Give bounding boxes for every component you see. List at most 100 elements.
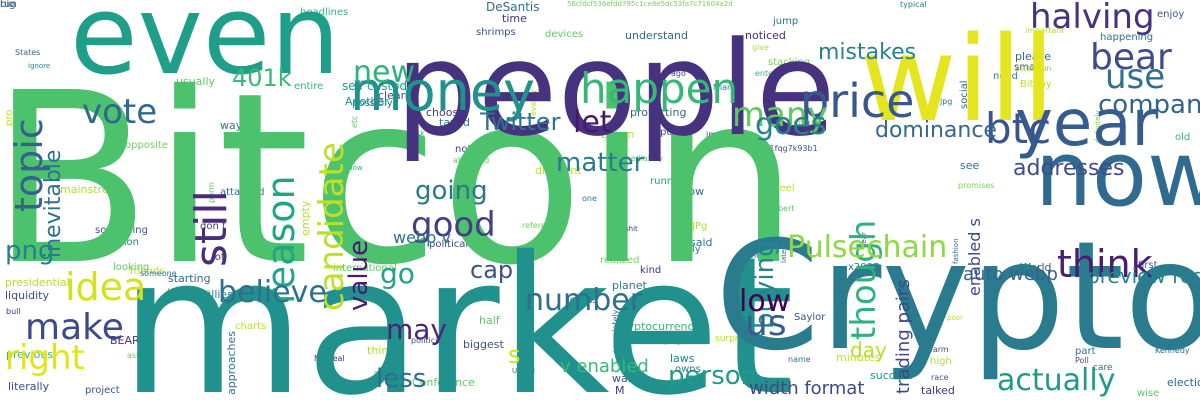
word-year: year — [1015, 87, 1158, 161]
word-farm: farm — [930, 345, 949, 354]
word-mostly: mostly — [374, 369, 398, 377]
word-enter: enter — [755, 69, 777, 78]
word-see: see — [960, 159, 980, 172]
word-owns: owns — [675, 364, 701, 375]
word-width-format: width format — [749, 378, 865, 399]
word-immensely: immensely — [706, 130, 750, 139]
word-s: s — [508, 341, 521, 369]
word-good: good — [411, 205, 496, 245]
word-feel: feel — [776, 183, 795, 194]
word-immediately: immediately — [613, 154, 663, 163]
word-twitter: Twitter — [480, 108, 561, 136]
word-said: said — [690, 236, 713, 249]
word-go: go — [380, 257, 415, 290]
word-micheal: Micheal — [314, 354, 345, 363]
word-crypto: Crypto — [715, 210, 1200, 384]
word-something: something — [95, 225, 148, 236]
word-attended: attended — [453, 156, 490, 165]
word-race: race — [931, 373, 949, 382]
word-happen: happen — [580, 64, 739, 113]
word-ron: Ron — [120, 237, 139, 248]
word-401k: 401k — [232, 64, 292, 92]
word-will: will — [860, 10, 1055, 148]
word-care: care — [1093, 363, 1113, 373]
word-cap: cap — [470, 256, 514, 284]
word-many: many — [732, 95, 828, 135]
word-politicians: politicians — [411, 336, 452, 345]
word-reference: reference — [522, 221, 561, 230]
word-value: value — [344, 239, 374, 311]
word-think: think — [1057, 242, 1153, 286]
word-actually: actually — [997, 363, 1116, 398]
word-understand: understand — [625, 29, 688, 42]
word-day: day — [850, 338, 887, 362]
word-us: us — [745, 303, 787, 344]
word-v-enabled: v enabled — [560, 356, 649, 377]
word-name: name — [788, 355, 811, 364]
word-jpg: jpg — [940, 97, 953, 106]
word-want: want — [612, 372, 640, 385]
word-poor: poor — [947, 314, 963, 322]
word-pjpg: PJPg — [686, 221, 708, 232]
word-mainstream: mainstream — [60, 183, 127, 196]
word-bear: bear — [1090, 37, 1172, 78]
word-first: first — [1138, 260, 1158, 271]
word-literally: literally — [8, 380, 50, 393]
word-follow: follow — [342, 164, 363, 172]
word-taxed: taxed — [439, 116, 470, 129]
word-typical: typical — [900, 0, 927, 9]
word-surprisingly: surprisingly — [715, 334, 768, 344]
word-person: person — [668, 361, 758, 391]
word-saylor: Saylor — [794, 312, 826, 323]
word-attention: attention — [1015, 64, 1052, 73]
word-don-t: don t — [200, 221, 226, 232]
word-big: big — [0, 0, 16, 10]
word-planet: planet — [612, 279, 647, 292]
word-kind: kind — [640, 265, 662, 276]
word-policy: policy — [672, 333, 696, 342]
word-ago: ago — [671, 69, 686, 78]
word-saying: saying — [655, 336, 682, 345]
word-project: project — [85, 385, 120, 396]
word-right: right — [5, 338, 85, 378]
word-thing: thing — [367, 344, 396, 357]
word-ignore: ignore — [28, 62, 51, 70]
word-half: half — [479, 314, 500, 327]
word-world: World — [1020, 261, 1052, 274]
word-entire: entire — [294, 81, 324, 92]
word-dominance: dominance — [875, 118, 997, 143]
word-let: let — [573, 105, 612, 140]
word-talked: talked — [921, 384, 955, 397]
word-believe: believe — [218, 275, 327, 310]
word-new: new — [353, 55, 416, 90]
word-t: t — [622, 97, 626, 108]
word-make: make — [25, 307, 124, 348]
word-charts: charts — [235, 321, 267, 332]
word-enjoy: enjoy — [1157, 9, 1185, 20]
word-one: one — [582, 194, 597, 203]
word-please: please — [1015, 50, 1052, 63]
word-number: number — [525, 283, 643, 318]
word-miami: Miami — [713, 83, 738, 92]
word-enabled-s: enabled s — [965, 218, 984, 296]
word-robert: Robert — [768, 204, 795, 213]
word-old: old — [1175, 132, 1191, 143]
word-addresses: addresses — [1013, 156, 1125, 181]
word-promises: promises — [958, 181, 995, 190]
word-protecting: protecting — [630, 106, 687, 119]
word-presidential: presidential — [5, 276, 70, 289]
word-liquidity: liquidity — [5, 289, 49, 302]
word-part: part — [1075, 346, 1096, 357]
word-ask: ask — [411, 129, 425, 138]
word-stacking: stacking — [768, 57, 811, 68]
word-rally: rally — [679, 244, 701, 255]
word-noticed: noticed — [745, 29, 786, 42]
word-become: become — [167, 286, 212, 299]
word-small: small — [1014, 62, 1041, 73]
word-shrimps: shrimps — [476, 27, 516, 38]
word-international: international — [333, 263, 397, 274]
word-vote: vote — [82, 92, 158, 132]
word-public: public — [660, 127, 691, 138]
word-idea: idea — [65, 265, 147, 309]
word-matter: matter — [556, 148, 645, 178]
